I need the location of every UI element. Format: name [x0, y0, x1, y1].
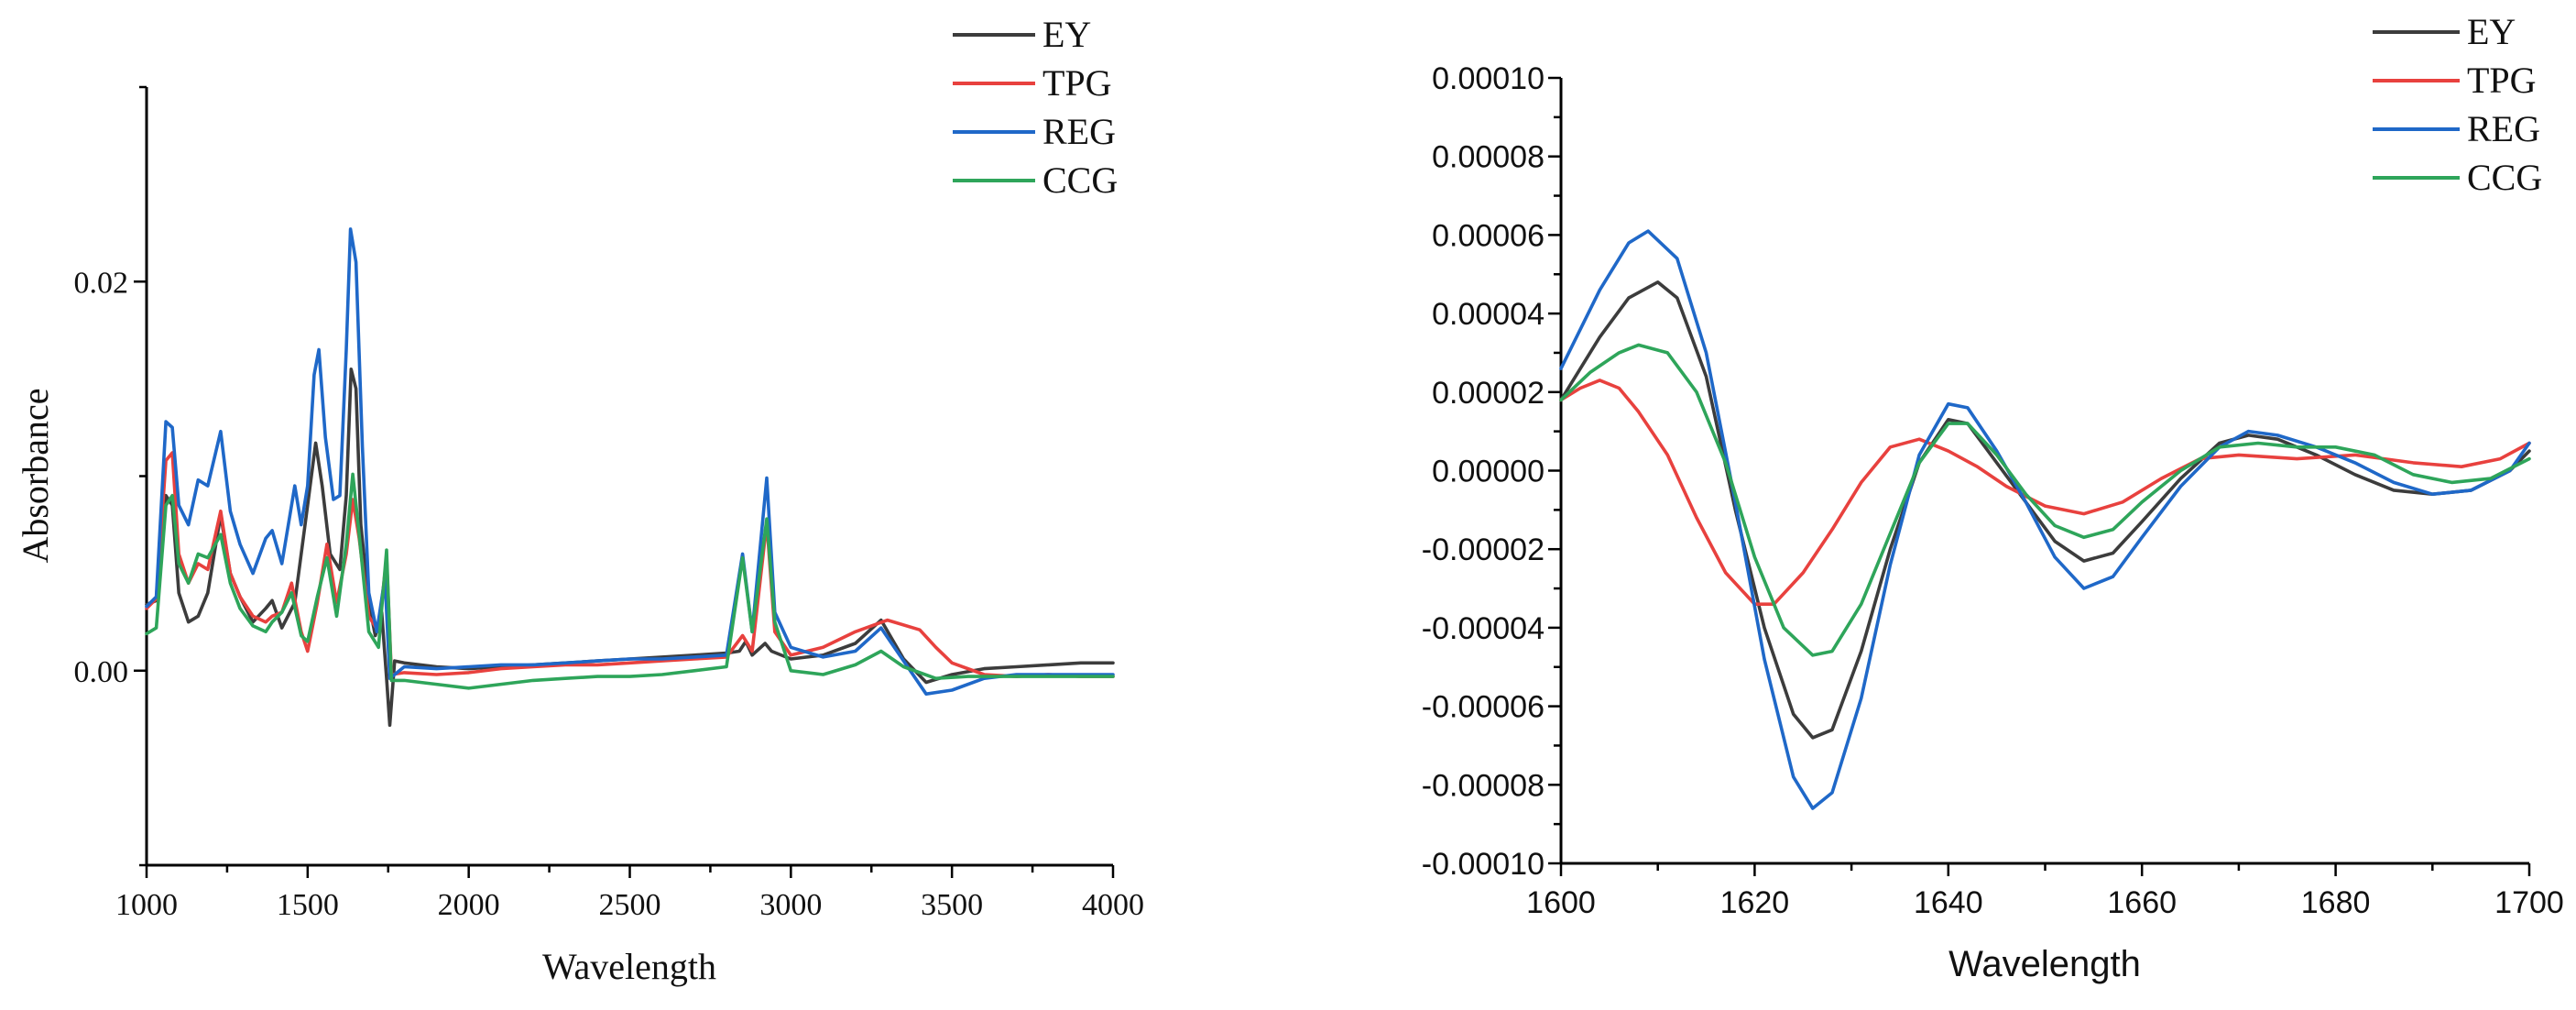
x-tick-label: 1620	[1720, 885, 1790, 920]
x-tick-label: 1660	[2107, 885, 2177, 920]
y-tick-label: 0.00006	[1432, 218, 1545, 253]
x-tick-label: 2500	[599, 888, 661, 922]
y-tick-label: -0.00006	[1422, 690, 1545, 725]
y-tick-label: -0.00002	[1422, 532, 1545, 567]
y-tick-label: 0.00004	[1432, 297, 1545, 332]
series-line-ccg	[1559, 343, 2531, 657]
series-line-reg	[145, 227, 1115, 696]
series-group	[145, 227, 1115, 727]
y-tick-label: 0.00002	[1432, 376, 1545, 411]
x-tick-label: 2000	[438, 888, 500, 922]
y-tick-label: 0.02	[74, 266, 129, 300]
legend: EY TPG REG CCG	[2373, 11, 2542, 198]
y-axis-label: Absorbance	[15, 388, 56, 563]
legend-label-tpg: TPG	[2467, 60, 2537, 101]
x-tick-label: 3500	[921, 888, 983, 922]
y-tick-label: -0.00008	[1422, 768, 1545, 803]
series-line-ey	[145, 368, 1115, 727]
x-axis-label: Wavelength	[542, 946, 716, 987]
chart-absorbance-full: 1000 1500 2000 2500 3000 3500 4000 0.00 0.02 Wav…	[15, 14, 1144, 987]
x-tick-label: 3000	[759, 888, 822, 922]
legend-label-ey: EY	[2467, 11, 2516, 52]
x-tick-label: 4000	[1082, 888, 1144, 922]
series-line-ccg	[145, 472, 1115, 690]
x-tick-label: 1000	[115, 888, 178, 922]
x-tick-label: 1700	[2494, 885, 2564, 920]
axis-ticks: 1600 1620 1640 1660 1680 1700 -0.00010 -0.00008…	[1422, 61, 2564, 920]
chart-absorbance-zoom: 1600 1620 1640 1660 1680 1700 -0.00010 -0.00008…	[1422, 11, 2564, 984]
legend-label-tpg: TPG	[1042, 62, 1112, 104]
legend-label-reg: REG	[1042, 111, 1116, 152]
y-tick-label: -0.00010	[1422, 847, 1545, 882]
y-tick-label: 0.00010	[1432, 61, 1545, 96]
series-group	[1559, 229, 2531, 810]
series-line-tpg	[145, 451, 1115, 678]
x-tick-label: 1680	[2301, 885, 2371, 920]
legend-label-ey: EY	[1042, 14, 1091, 55]
x-tick-label: 1500	[277, 888, 339, 922]
series-line-ey	[1559, 280, 2531, 740]
y-tick-label: -0.00004	[1422, 611, 1545, 646]
x-axis-label: Wavelength	[1948, 944, 2141, 984]
y-tick-label: 0.00000	[1432, 455, 1545, 489]
x-tick-label: 1600	[1526, 885, 1596, 920]
legend-label-reg: REG	[2467, 108, 2540, 149]
y-tick-label: 0.00008	[1432, 140, 1545, 175]
legend: EY TPG REG CCG	[953, 14, 1118, 201]
x-tick-label: 1640	[1914, 885, 1983, 920]
y-tick-label: 0.00	[74, 655, 129, 689]
series-line-reg	[1559, 229, 2531, 810]
legend-label-ccg: CCG	[2467, 157, 2542, 198]
axis-ticks: 1000 1500 2000 2500 3000 3500 4000 0.00 0.02	[74, 85, 1144, 922]
legend-label-ccg: CCG	[1042, 159, 1118, 201]
